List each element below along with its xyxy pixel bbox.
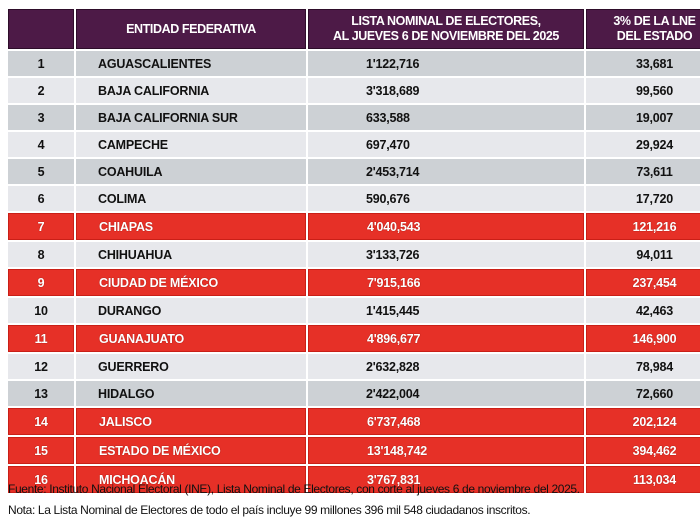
row-entity: CHIAPAS	[76, 213, 306, 240]
row-lne-value: 3'767,831	[308, 466, 584, 493]
table-row: 4 CAMPECHE 697,470 29,924	[8, 132, 700, 157]
header-lne: LISTA NOMINAL DE ELECTORES, AL JUEVES 6 …	[308, 9, 584, 49]
table-header-row: ENTIDAD FEDERATIVA LISTA NOMINAL DE ELEC…	[8, 9, 700, 49]
electoral-roll-table: ENTIDAD FEDERATIVA LISTA NOMINAL DE ELEC…	[6, 7, 700, 495]
row-lne-value: 4'896,677	[308, 325, 584, 352]
row-entity: BAJA CALIFORNIA SUR	[76, 105, 306, 130]
header-index	[8, 9, 74, 49]
table-row: 3 BAJA CALIFORNIA SUR 633,588 19,007	[8, 105, 700, 130]
header-entity-label: ENTIDAD FEDERATIVA	[126, 21, 256, 36]
table-row: 14 JALISCO 6'737,468 202,124	[8, 408, 700, 435]
row-number: 5	[8, 159, 74, 184]
source-note: Fuente: Instituto Nacional Electoral (IN…	[8, 482, 580, 496]
header-lne-line2: AL JUEVES 6 DE NOVIEMBRE DEL 2025	[332, 29, 559, 43]
row-lne-value: 3'133,726	[308, 242, 584, 267]
row-entity: AGUASCALIENTES	[76, 51, 306, 76]
row-lne-value: 4'040,543	[308, 213, 584, 240]
table-row: 12 GUERRERO 2'632,828 78,984	[8, 354, 700, 379]
header-pct: 3% DE LA LNE DEL ESTADO	[586, 9, 700, 49]
header-lne-line1: LISTA NOMINAL DE ELECTORES,	[351, 14, 541, 28]
row-lne-value: 590,676	[308, 186, 584, 211]
row-pct-value: 146,900	[586, 325, 700, 352]
row-pct-value: 73,611	[586, 159, 700, 184]
row-pct-value: 42,463	[586, 298, 700, 323]
row-entity: ESTADO DE MÉXICO	[76, 437, 306, 464]
row-number: 6	[8, 186, 74, 211]
row-pct-value: 72,660	[586, 381, 700, 406]
row-lne-value: 3'318,689	[308, 78, 584, 103]
row-lne-value: 7'915,166	[308, 269, 584, 296]
table-row: 10 DURANGO 1'415,445 42,463	[8, 298, 700, 323]
table-row: 11 GUANAJUATO 4'896,677 146,900	[8, 325, 700, 352]
row-number: 9	[8, 269, 74, 296]
row-pct-value: 33,681	[586, 51, 700, 76]
row-lne-value: 1'122,716	[308, 51, 584, 76]
row-pct-value: 29,924	[586, 132, 700, 157]
row-number: 8	[8, 242, 74, 267]
row-entity: CAMPECHE	[76, 132, 306, 157]
table-row: 13 HIDALGO 2'422,004 72,660	[8, 381, 700, 406]
row-number: 10	[8, 298, 74, 323]
row-pct-value: 394,462	[586, 437, 700, 464]
row-entity: COAHUILA	[76, 159, 306, 184]
row-number: 11	[8, 325, 74, 352]
table-row: 8 CHIHUAHUA 3'133,726 94,011	[8, 242, 700, 267]
row-number: 2	[8, 78, 74, 103]
row-number: 12	[8, 354, 74, 379]
row-pct-value: 99,560	[586, 78, 700, 103]
row-lne-value: 2'453,714	[308, 159, 584, 184]
table-row: 7 CHIAPAS 4'040,543 121,216	[8, 213, 700, 240]
row-number: 7	[8, 213, 74, 240]
row-pct-value: 17,720	[586, 186, 700, 211]
row-lne-value: 633,588	[308, 105, 584, 130]
row-entity: GUERRERO	[76, 354, 306, 379]
row-lne-value: 2'632,828	[308, 354, 584, 379]
table-row: 15 ESTADO DE MÉXICO 13'148,742 394,462	[8, 437, 700, 464]
electoral-table-container: ENTIDAD FEDERATIVA LISTA NOMINAL DE ELEC…	[8, 7, 700, 495]
row-entity: HIDALGO	[76, 381, 306, 406]
row-number: 1	[8, 51, 74, 76]
table-row: 2 BAJA CALIFORNIA 3'318,689 99,560	[8, 78, 700, 103]
row-pct-value: 19,007	[586, 105, 700, 130]
row-lne-value: 697,470	[308, 132, 584, 157]
row-pct-value: 202,124	[586, 408, 700, 435]
table-body: 1 AGUASCALIENTES 1'122,716 33,681 2 BAJA CALI…	[8, 51, 700, 493]
table-row: 9 CIUDAD DE MÉXICO 7'915,166 237,454	[8, 269, 700, 296]
row-entity: BAJA CALIFORNIA	[76, 78, 306, 103]
row-pct-value: 78,984	[586, 354, 700, 379]
row-lne-value: 2'422,004	[308, 381, 584, 406]
table-row: 6 COLIMA 590,676 17,720	[8, 186, 700, 211]
table-notes: Fuente: Instituto Nacional Electoral (IN…	[8, 479, 698, 521]
row-lne-value: 6'737,468	[308, 408, 584, 435]
population-note: Nota: La Lista Nominal de Electores de t…	[8, 503, 531, 517]
row-entity: DURANGO	[76, 298, 306, 323]
row-entity: CHIHUAHUA	[76, 242, 306, 267]
row-pct-value: 113,034	[586, 466, 700, 493]
row-number: 15	[8, 437, 74, 464]
row-pct-value: 237,454	[586, 269, 700, 296]
row-lne-value: 13'148,742	[308, 437, 584, 464]
row-number: 3	[8, 105, 74, 130]
row-entity: GUANAJUATO	[76, 325, 306, 352]
row-number: 16	[8, 466, 74, 493]
row-pct-value: 94,011	[586, 242, 700, 267]
header-pct-line2: DEL ESTADO	[616, 29, 693, 43]
row-entity: JALISCO	[76, 408, 306, 435]
row-lne-value: 1'415,445	[308, 298, 584, 323]
table-row: 16 MICHOACÁN 3'767,831 113,034	[8, 466, 700, 493]
header-entity: ENTIDAD FEDERATIVA	[76, 9, 306, 49]
row-entity: MICHOACÁN	[76, 466, 306, 493]
table-row: 1 AGUASCALIENTES 1'122,716 33,681	[8, 51, 700, 76]
row-number: 4	[8, 132, 74, 157]
header-pct-line1: 3% DE LA LNE	[613, 14, 696, 28]
row-entity: COLIMA	[76, 186, 306, 211]
row-number: 13	[8, 381, 74, 406]
row-number: 14	[8, 408, 74, 435]
table-row: 5 COAHUILA 2'453,714 73,611	[8, 159, 700, 184]
row-pct-value: 121,216	[586, 213, 700, 240]
row-entity: CIUDAD DE MÉXICO	[76, 269, 306, 296]
